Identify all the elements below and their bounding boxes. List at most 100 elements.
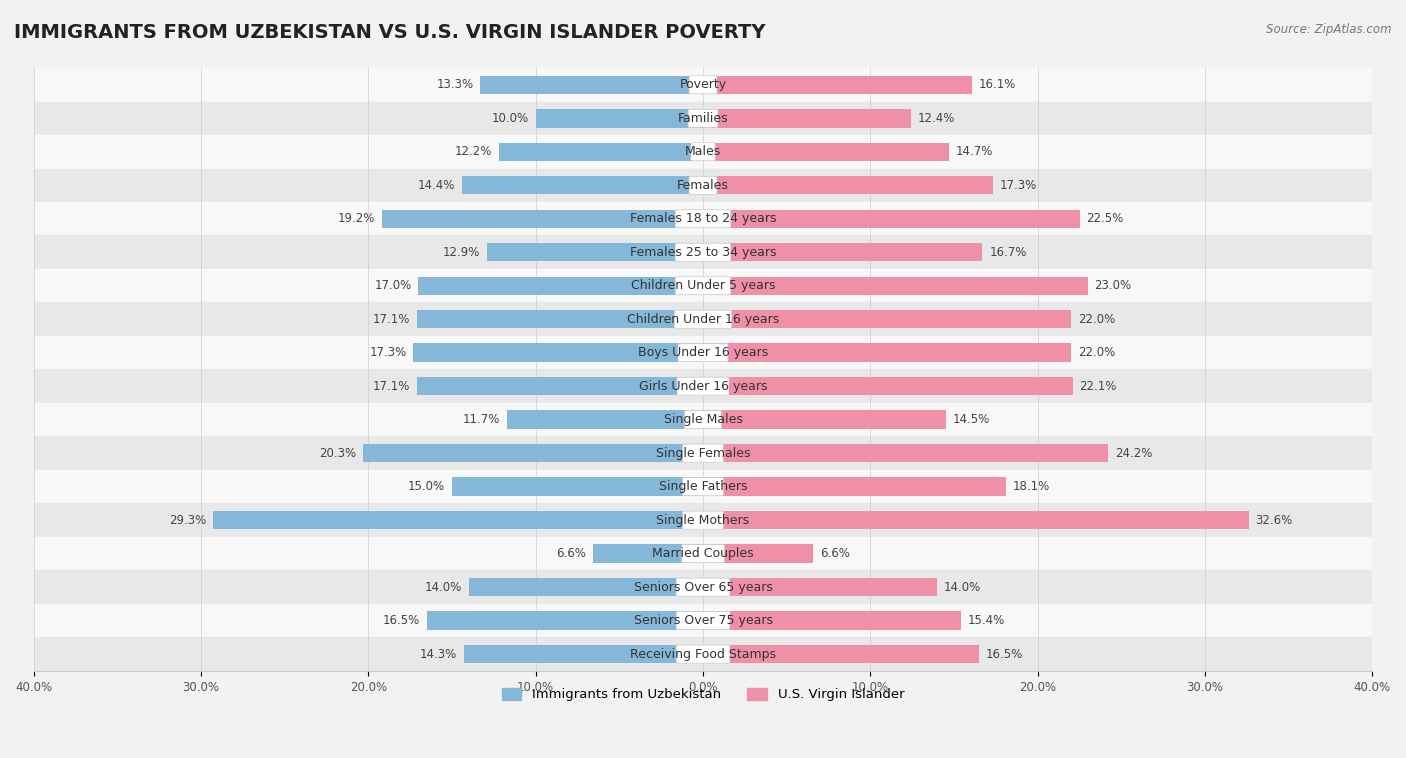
- Text: 12.9%: 12.9%: [443, 246, 481, 258]
- Bar: [416, 377, 703, 396]
- Bar: [416, 310, 703, 328]
- FancyBboxPatch shape: [682, 511, 724, 529]
- Bar: [413, 343, 703, 362]
- Text: Single Mothers: Single Mothers: [657, 514, 749, 527]
- Text: Girls Under 16 years: Girls Under 16 years: [638, 380, 768, 393]
- FancyBboxPatch shape: [689, 176, 717, 194]
- Text: Receiving Food Stamps: Receiving Food Stamps: [630, 647, 776, 661]
- Text: 29.3%: 29.3%: [169, 514, 205, 527]
- Text: Males: Males: [685, 146, 721, 158]
- Bar: [499, 143, 703, 161]
- Bar: [34, 68, 1372, 102]
- FancyBboxPatch shape: [688, 109, 718, 127]
- Bar: [464, 645, 703, 663]
- Text: 16.1%: 16.1%: [979, 78, 1017, 91]
- FancyBboxPatch shape: [678, 377, 728, 395]
- Text: 6.6%: 6.6%: [555, 547, 586, 560]
- Text: 14.0%: 14.0%: [943, 581, 981, 594]
- Text: Children Under 5 years: Children Under 5 years: [631, 279, 775, 293]
- Text: 6.6%: 6.6%: [820, 547, 851, 560]
- Text: Females: Females: [678, 179, 728, 192]
- FancyBboxPatch shape: [685, 411, 721, 429]
- Text: 12.4%: 12.4%: [917, 111, 955, 125]
- Bar: [34, 202, 1372, 236]
- Text: Seniors Over 75 years: Seniors Over 75 years: [634, 614, 772, 627]
- FancyBboxPatch shape: [690, 143, 716, 161]
- Text: 17.1%: 17.1%: [373, 380, 411, 393]
- Text: 32.6%: 32.6%: [1256, 514, 1292, 527]
- Bar: [34, 537, 1372, 570]
- Legend: Immigrants from Uzbekistan, U.S. Virgin Islander: Immigrants from Uzbekistan, U.S. Virgin …: [496, 682, 910, 706]
- Text: 10.0%: 10.0%: [492, 111, 529, 125]
- Text: 18.1%: 18.1%: [1012, 480, 1050, 493]
- Bar: [592, 544, 703, 563]
- Bar: [34, 369, 1372, 403]
- FancyBboxPatch shape: [682, 478, 724, 496]
- Bar: [34, 302, 1372, 336]
- FancyBboxPatch shape: [675, 210, 731, 228]
- Text: 14.7%: 14.7%: [956, 146, 993, 158]
- Text: 17.3%: 17.3%: [1000, 179, 1036, 192]
- Text: Seniors Over 65 years: Seniors Over 65 years: [634, 581, 772, 594]
- Bar: [508, 411, 703, 429]
- Text: Females 18 to 24 years: Females 18 to 24 years: [630, 212, 776, 225]
- Text: 17.3%: 17.3%: [370, 346, 406, 359]
- Bar: [703, 76, 973, 94]
- Text: 17.0%: 17.0%: [374, 279, 412, 293]
- Bar: [212, 511, 703, 529]
- Text: IMMIGRANTS FROM UZBEKISTAN VS U.S. VIRGIN ISLANDER POVERTY: IMMIGRANTS FROM UZBEKISTAN VS U.S. VIRGI…: [14, 23, 765, 42]
- Bar: [363, 444, 703, 462]
- Bar: [703, 176, 993, 195]
- Bar: [486, 243, 703, 262]
- Text: Boys Under 16 years: Boys Under 16 years: [638, 346, 768, 359]
- Bar: [481, 76, 703, 94]
- Text: Source: ZipAtlas.com: Source: ZipAtlas.com: [1267, 23, 1392, 36]
- Text: Single Fathers: Single Fathers: [659, 480, 747, 493]
- Bar: [419, 277, 703, 295]
- Bar: [703, 511, 1249, 529]
- FancyBboxPatch shape: [675, 243, 731, 262]
- Bar: [34, 135, 1372, 168]
- FancyBboxPatch shape: [675, 310, 731, 328]
- Bar: [451, 478, 703, 496]
- Bar: [34, 403, 1372, 437]
- Text: 22.0%: 22.0%: [1078, 346, 1115, 359]
- Text: Single Males: Single Males: [664, 413, 742, 426]
- Text: Females 25 to 34 years: Females 25 to 34 years: [630, 246, 776, 258]
- Bar: [703, 277, 1088, 295]
- Bar: [34, 269, 1372, 302]
- Text: 14.5%: 14.5%: [952, 413, 990, 426]
- Bar: [703, 343, 1071, 362]
- FancyBboxPatch shape: [676, 645, 730, 663]
- Bar: [703, 377, 1073, 396]
- Text: 14.4%: 14.4%: [418, 179, 456, 192]
- Bar: [34, 503, 1372, 537]
- Bar: [463, 176, 703, 195]
- FancyBboxPatch shape: [675, 277, 731, 295]
- Text: 12.2%: 12.2%: [454, 146, 492, 158]
- FancyBboxPatch shape: [678, 343, 728, 362]
- Bar: [536, 109, 703, 127]
- FancyBboxPatch shape: [676, 578, 730, 596]
- Bar: [703, 478, 1005, 496]
- Bar: [703, 444, 1108, 462]
- Text: 15.4%: 15.4%: [967, 614, 1005, 627]
- Text: 16.5%: 16.5%: [986, 647, 1024, 661]
- FancyBboxPatch shape: [689, 76, 717, 94]
- Bar: [703, 109, 911, 127]
- Text: 15.0%: 15.0%: [408, 480, 446, 493]
- Bar: [34, 637, 1372, 671]
- Bar: [703, 143, 949, 161]
- Bar: [34, 570, 1372, 604]
- Text: 16.5%: 16.5%: [382, 614, 420, 627]
- Text: Single Females: Single Females: [655, 446, 751, 459]
- Text: Families: Families: [678, 111, 728, 125]
- Bar: [703, 544, 814, 563]
- Text: 16.7%: 16.7%: [990, 246, 1026, 258]
- Bar: [34, 102, 1372, 135]
- Bar: [703, 645, 979, 663]
- Text: Poverty: Poverty: [679, 78, 727, 91]
- Text: 22.0%: 22.0%: [1078, 313, 1115, 326]
- FancyBboxPatch shape: [682, 444, 724, 462]
- Text: Married Couples: Married Couples: [652, 547, 754, 560]
